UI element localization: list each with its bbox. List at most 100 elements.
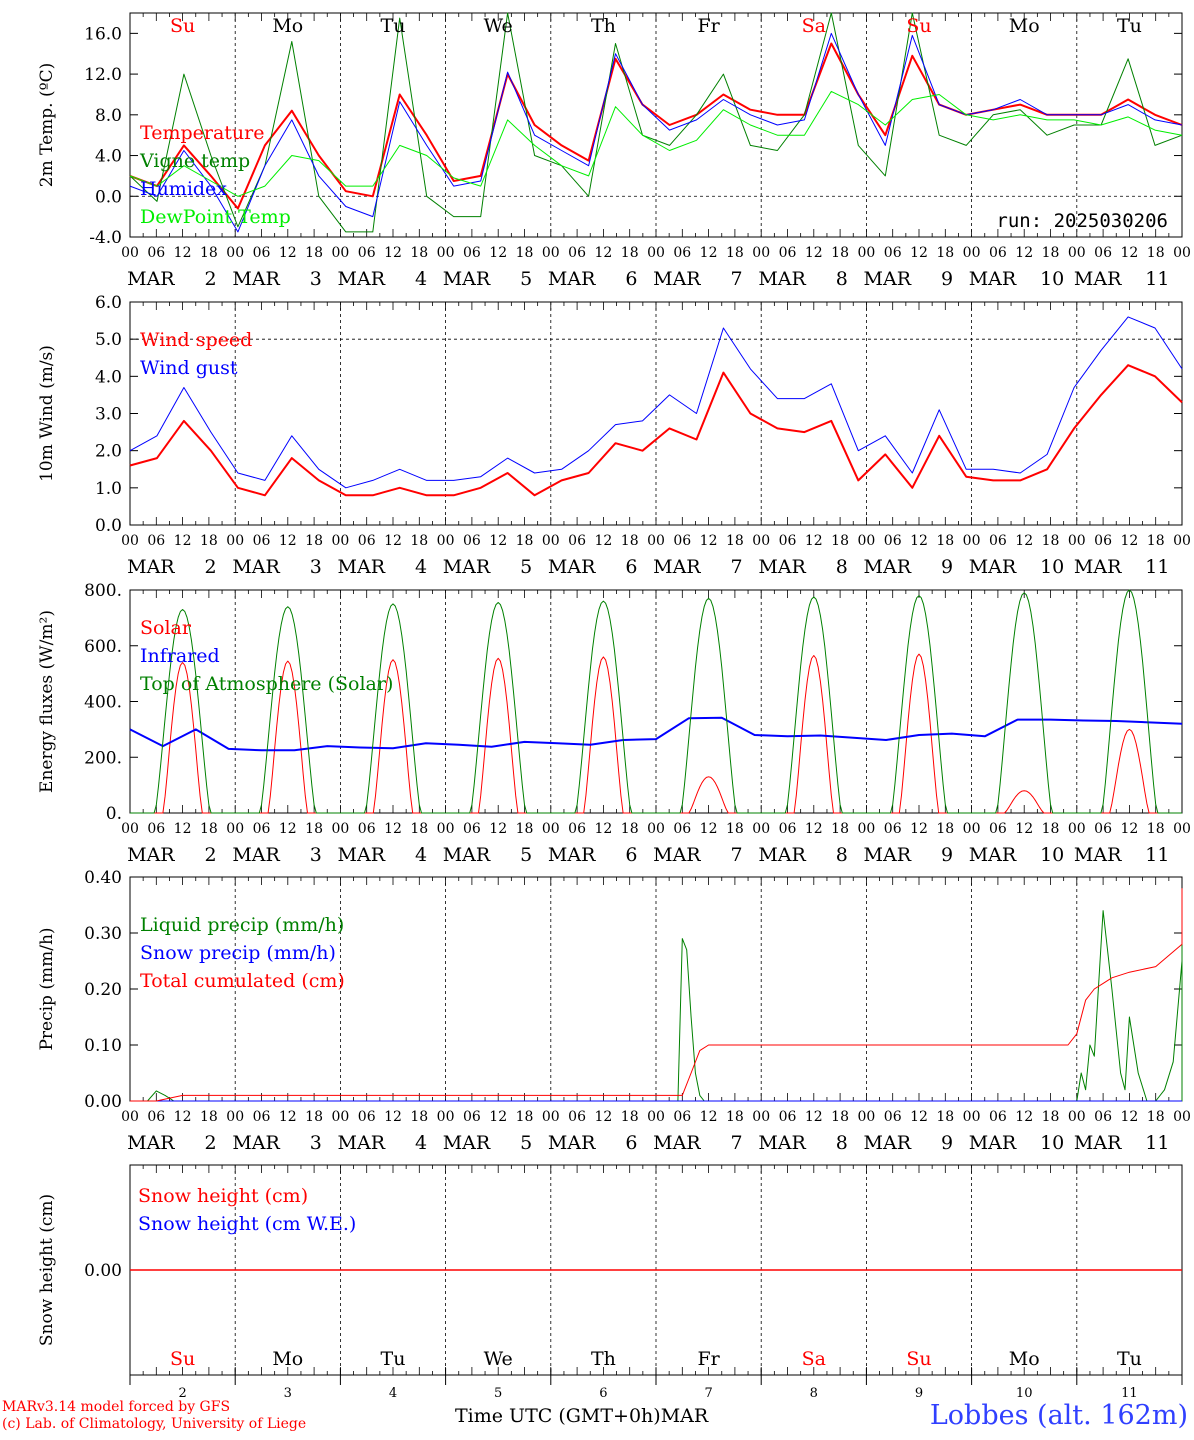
hour-label: 12 xyxy=(384,245,402,261)
hour-label: 18 xyxy=(516,533,534,549)
hour-label: 18 xyxy=(516,245,534,261)
hour-label: 00 xyxy=(437,533,455,549)
footer-model-credit: MARv3.14 model forced by GFS (c) Lab. of… xyxy=(2,1399,306,1433)
series-line-temperature xyxy=(129,42,1183,210)
hour-label: 18 xyxy=(1147,533,1165,549)
month-label: MAR xyxy=(758,844,806,866)
day-number: 6 xyxy=(625,844,637,866)
day-number: 7 xyxy=(731,268,743,290)
hour-label: 12 xyxy=(1015,821,1033,837)
month-label: MAR xyxy=(969,844,1017,866)
hour-label: 00 xyxy=(963,1109,981,1125)
y-tick-label: 0. xyxy=(106,804,122,824)
hour-label: 00 xyxy=(331,245,349,261)
hour-label: 00 xyxy=(963,245,981,261)
month-label: MAR xyxy=(127,1132,175,1154)
timeline-day-name: Th xyxy=(591,1348,616,1370)
day-number: 2 xyxy=(205,1132,217,1154)
hour-label: 00 xyxy=(857,821,875,837)
y-tick-label: 800. xyxy=(84,581,122,601)
hour-label: 00 xyxy=(963,533,981,549)
hour-label: 06 xyxy=(147,533,165,549)
hour-label: 00 xyxy=(1173,533,1191,549)
day-number: 8 xyxy=(836,844,848,866)
y-tick-label: 0.0 xyxy=(95,516,122,536)
day-number: 5 xyxy=(520,556,532,578)
day-number: 3 xyxy=(310,268,322,290)
hour-label: 00 xyxy=(1068,821,1086,837)
day-name: Sa xyxy=(802,15,826,37)
hour-label: 06 xyxy=(673,821,691,837)
hour-label: 18 xyxy=(200,821,218,837)
hour-label: 00 xyxy=(121,821,139,837)
hour-label: 18 xyxy=(305,533,323,549)
day-number: 6 xyxy=(625,1132,637,1154)
hour-label: 18 xyxy=(621,533,639,549)
hour-label: 18 xyxy=(621,1109,639,1125)
hour-label: 12 xyxy=(1015,245,1033,261)
timeline-day-number: 9 xyxy=(915,1386,923,1401)
day-number: 10 xyxy=(1040,1132,1064,1154)
y-tick-label: 8.0 xyxy=(95,106,122,126)
hour-label: 18 xyxy=(1147,821,1165,837)
hour-label: 12 xyxy=(805,1109,823,1125)
timeline-day-number: 8 xyxy=(810,1386,818,1401)
hour-label: 00 xyxy=(752,1109,770,1125)
legend-entry: Temperature xyxy=(140,122,264,144)
hour-label: 12 xyxy=(594,245,612,261)
month-label: MAR xyxy=(758,556,806,578)
month-label: MAR xyxy=(127,844,175,866)
legend-entry: Wind gust xyxy=(140,357,238,379)
hour-label: 00 xyxy=(331,821,349,837)
hour-label: 12 xyxy=(805,821,823,837)
y-axis-label: Precip (mm/h) xyxy=(37,927,57,1050)
hour-label: 18 xyxy=(1042,245,1060,261)
y-axis-label: Energy fluxes (W/m²) xyxy=(37,610,57,793)
hour-label: 18 xyxy=(936,1109,954,1125)
hour-label: 12 xyxy=(700,821,718,837)
month-label: MAR xyxy=(232,268,280,290)
hour-label: 12 xyxy=(1120,821,1138,837)
timeline-day-name: Fr xyxy=(697,1348,720,1370)
hour-label: 00 xyxy=(226,1109,244,1125)
hour-label: 06 xyxy=(673,1109,691,1125)
plot-frame xyxy=(129,589,1183,814)
hour-label: 06 xyxy=(147,245,165,261)
month-label: MAR xyxy=(864,844,912,866)
hour-label: 12 xyxy=(700,533,718,549)
hour-label: 18 xyxy=(831,533,849,549)
legend-entry: Vigne temp xyxy=(139,150,250,172)
timeline-day-name: Mo xyxy=(1009,1348,1040,1370)
hour-label: 18 xyxy=(621,245,639,261)
y-tick-label: 200. xyxy=(84,748,122,768)
day-name: Mo xyxy=(272,15,303,37)
legend-entry: Total cumulated (cm) xyxy=(140,970,345,992)
timeline-day-number: 3 xyxy=(284,1386,292,1401)
hour-label: 12 xyxy=(910,245,928,261)
timeline-day-name: Tu xyxy=(1117,1348,1142,1370)
timeline-day-name: Su xyxy=(906,1348,931,1370)
hour-label: 00 xyxy=(1068,1109,1086,1125)
run-label: run: 2025030206 xyxy=(996,210,1168,232)
day-number: 3 xyxy=(310,556,322,578)
hour-label: 06 xyxy=(673,245,691,261)
hour-label: 00 xyxy=(121,1109,139,1125)
month-label: MAR xyxy=(864,268,912,290)
hour-label: 06 xyxy=(463,245,481,261)
legend-entry: Humidex xyxy=(140,178,227,200)
day-number: 9 xyxy=(941,1132,953,1154)
hour-label: 12 xyxy=(384,1109,402,1125)
day-name: Th xyxy=(591,15,616,37)
hour-label: 00 xyxy=(331,533,349,549)
hour-label: 18 xyxy=(305,821,323,837)
panel-2: 0.0 1.0 2.0 3.0 4.0 5.0 6.0 10m Wind (m/s) Wind … xyxy=(37,293,1191,578)
hour-label: 12 xyxy=(1120,245,1138,261)
hour-label: 12 xyxy=(384,533,402,549)
month-label: MAR xyxy=(758,1132,806,1154)
hour-label: 06 xyxy=(568,245,586,261)
hour-label: 18 xyxy=(305,245,323,261)
hour-label: 00 xyxy=(226,245,244,261)
hour-label: 00 xyxy=(647,245,665,261)
day-number: 6 xyxy=(625,268,637,290)
day-number: 11 xyxy=(1145,556,1169,578)
